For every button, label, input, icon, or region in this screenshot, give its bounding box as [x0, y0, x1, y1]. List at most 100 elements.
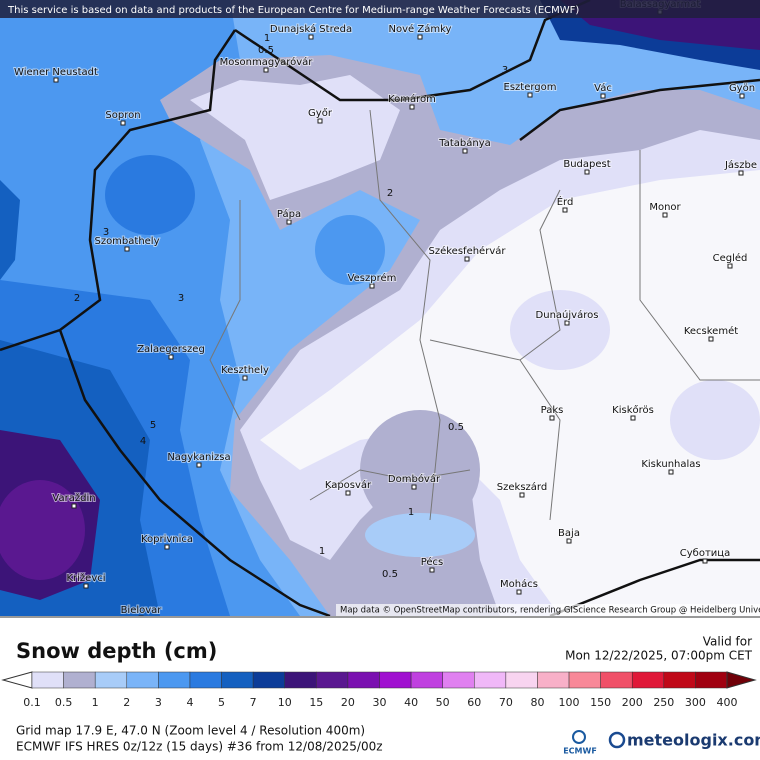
city-label: Pécs — [421, 556, 444, 568]
colorbar-box — [600, 671, 633, 689]
notice: This service is based on data and produc… — [7, 5, 579, 16]
colorbar-tick-label: 300 — [685, 696, 706, 709]
colorbar-box — [695, 671, 728, 689]
colorbar-tick-label: 2 — [123, 696, 130, 709]
city-marker — [317, 118, 323, 124]
city-label: Mohács — [500, 578, 538, 590]
colorbar-box — [474, 671, 507, 689]
contour-label: 1 — [264, 33, 270, 44]
city-marker — [409, 104, 415, 110]
city-marker — [600, 93, 606, 99]
colorbar-box — [63, 671, 96, 689]
contour-label: 2 — [74, 293, 80, 304]
colorbar-box — [126, 671, 159, 689]
colorbar-tick-label: 0.1 — [23, 696, 41, 709]
colorbar-tick-label: 400 — [717, 696, 738, 709]
colorbar-tick-label: 100 — [559, 696, 580, 709]
city-marker — [263, 67, 269, 73]
city-label: Gyön — [729, 83, 755, 94]
city-marker — [464, 256, 470, 262]
city-marker — [417, 34, 423, 40]
colorbar-tick-label: 250 — [653, 696, 674, 709]
colorbar-tick-label: 150 — [590, 696, 611, 709]
city-marker — [242, 375, 248, 381]
grid-info: Grid map 17.9 E, 47.0 N (Zoom level 4 / … — [16, 724, 365, 738]
city-marker — [429, 567, 435, 573]
city-label: Kecskemét — [684, 325, 738, 337]
city-marker — [345, 490, 351, 496]
colorbar-arrow — [1, 671, 33, 689]
city-marker — [527, 92, 533, 98]
colorbar-tick-label: 3 — [155, 696, 162, 709]
contour-label: 2 — [387, 188, 393, 199]
city-marker — [83, 583, 89, 589]
city-marker — [120, 120, 126, 126]
city-label: Baja — [558, 528, 580, 539]
city-marker — [516, 589, 522, 595]
colorbar-tick-label: 70 — [499, 696, 513, 709]
city-marker — [702, 558, 708, 564]
city-label: Sopron — [105, 110, 140, 121]
city-label: Križevci — [66, 572, 105, 584]
contour-label: 0.5 — [258, 45, 274, 56]
model-info: ECMWF IFS HRES 0z/12z (15 days) #36 from… — [16, 740, 383, 754]
city-label: Mosonmagyaróvár — [220, 56, 314, 68]
colorbar-box — [189, 671, 222, 689]
colorbar-box — [94, 671, 128, 689]
city-label: Jászbe — [724, 159, 757, 171]
city-label: Budapest — [563, 159, 610, 170]
city-marker — [164, 544, 170, 550]
colorbar-tick-label: 50 — [436, 696, 450, 709]
city-marker — [168, 354, 174, 360]
city-label: Veszprém — [348, 272, 397, 284]
colorbar-tick-label: 80 — [530, 696, 544, 709]
colorbar-box — [568, 671, 601, 689]
city-marker — [739, 93, 745, 99]
city-marker — [519, 492, 525, 498]
contour-label: 0.5 — [382, 569, 398, 580]
colorbar-tick-label: 40 — [404, 696, 418, 709]
city-marker — [53, 77, 59, 83]
city-label: Kaposvár — [325, 479, 372, 491]
city-label: Wiener Neustadt — [14, 67, 98, 78]
colorbar-box — [347, 671, 380, 689]
valid-label: Valid for — [703, 635, 752, 649]
colorbar-tick-label: 30 — [373, 696, 387, 709]
city-label: Szombathely — [94, 236, 159, 247]
colorbar-box — [316, 671, 349, 689]
colorbar-box — [284, 671, 317, 689]
city-marker — [286, 219, 292, 225]
city-label: Kiskőrös — [612, 404, 654, 416]
colorbar-box — [631, 671, 665, 689]
city-label: Dunaújváros — [536, 309, 599, 321]
colorbar-box — [158, 671, 191, 689]
city-label: Tatabánya — [438, 137, 491, 149]
city-label: Суботица — [680, 548, 730, 559]
colorbar-box — [663, 671, 696, 689]
colorbar-box — [31, 671, 64, 689]
colorbar-box — [252, 671, 285, 689]
city-marker — [738, 170, 744, 176]
city-marker — [462, 148, 468, 154]
city-marker — [411, 484, 417, 490]
city-label: Érd — [557, 195, 574, 208]
city-label: Dunajská Streda — [270, 23, 352, 35]
city-marker — [566, 538, 572, 544]
city-label: Monor — [649, 202, 681, 213]
colorbar-tick-label: 7 — [250, 696, 257, 709]
city-marker — [630, 415, 636, 421]
attribution-bg — [336, 604, 760, 616]
city-label: Nové Zámky — [389, 23, 452, 35]
city-label: Kiskunhalas — [641, 459, 700, 470]
city-marker — [708, 336, 714, 342]
city-label: Zalaegerszeg — [137, 344, 205, 355]
city-marker — [196, 462, 202, 468]
city-marker — [124, 246, 130, 252]
colorbar-box — [221, 671, 254, 689]
colorbar-box — [379, 671, 412, 689]
contour-label: 3 — [103, 227, 109, 238]
colorbar-box — [410, 671, 443, 689]
contour-label: 3 — [178, 293, 184, 304]
city-marker — [308, 34, 314, 40]
